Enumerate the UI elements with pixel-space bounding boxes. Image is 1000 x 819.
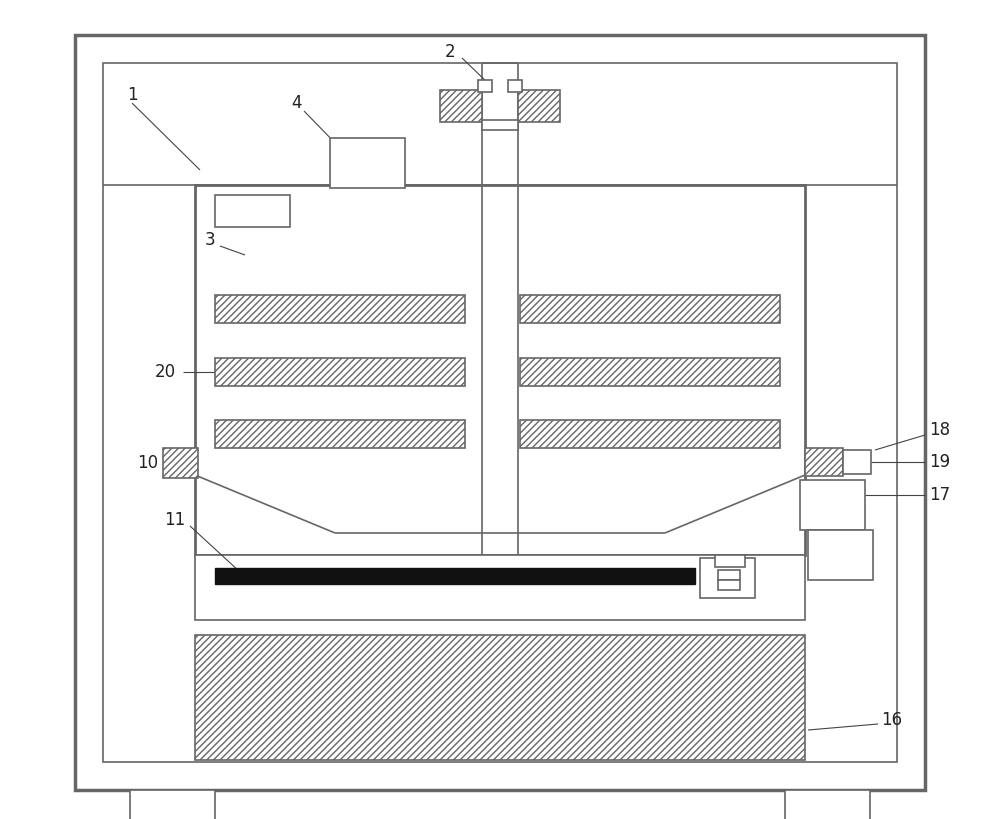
Bar xyxy=(518,90,560,122)
Text: 11: 11 xyxy=(164,511,186,529)
Bar xyxy=(718,580,740,590)
Bar xyxy=(520,420,780,448)
Bar xyxy=(195,635,805,760)
Bar xyxy=(520,295,780,323)
Bar xyxy=(195,185,805,555)
Bar xyxy=(330,138,405,188)
Bar xyxy=(800,480,865,530)
Bar xyxy=(215,295,465,323)
Bar xyxy=(700,558,755,598)
Bar xyxy=(75,35,925,790)
Bar xyxy=(440,90,482,122)
Text: 20: 20 xyxy=(154,363,176,381)
Bar xyxy=(478,80,492,92)
Text: 2: 2 xyxy=(445,43,455,61)
Bar xyxy=(785,790,870,819)
Text: 19: 19 xyxy=(929,453,951,471)
Bar xyxy=(718,570,740,580)
Bar xyxy=(508,80,522,92)
Bar xyxy=(215,358,465,386)
Bar xyxy=(808,530,873,580)
Bar xyxy=(130,790,215,819)
Bar xyxy=(103,63,897,762)
Text: 10: 10 xyxy=(137,454,159,472)
Bar xyxy=(843,450,871,474)
Bar xyxy=(215,568,695,584)
Text: 4: 4 xyxy=(291,94,301,112)
Text: 18: 18 xyxy=(929,421,951,439)
Bar xyxy=(163,448,198,478)
Text: 3: 3 xyxy=(205,231,215,249)
Text: 1: 1 xyxy=(127,86,137,104)
Bar xyxy=(195,555,805,620)
Bar xyxy=(520,358,780,386)
Bar xyxy=(482,120,518,130)
Bar xyxy=(715,555,745,567)
Text: 17: 17 xyxy=(929,486,951,504)
Bar xyxy=(805,448,843,476)
Bar xyxy=(215,195,290,227)
Bar xyxy=(215,420,465,448)
Text: 16: 16 xyxy=(881,711,903,729)
